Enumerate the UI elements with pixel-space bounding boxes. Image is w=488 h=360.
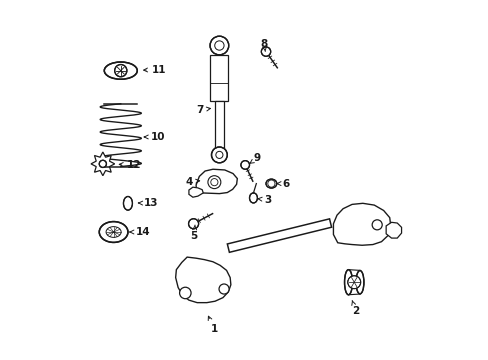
Circle shape xyxy=(261,47,270,56)
Circle shape xyxy=(115,64,126,77)
Polygon shape xyxy=(386,222,401,238)
Bar xyxy=(210,55,228,101)
Circle shape xyxy=(211,147,227,163)
Polygon shape xyxy=(91,152,115,176)
Text: 10: 10 xyxy=(144,132,164,142)
Text: 1: 1 xyxy=(208,316,217,334)
Circle shape xyxy=(207,176,221,189)
Bar xyxy=(214,101,224,152)
Ellipse shape xyxy=(344,270,352,295)
Ellipse shape xyxy=(249,193,257,203)
Text: 3: 3 xyxy=(258,195,271,205)
Text: 4: 4 xyxy=(185,177,199,187)
Text: 12: 12 xyxy=(119,160,141,170)
Circle shape xyxy=(99,160,106,167)
Circle shape xyxy=(210,36,228,55)
Text: 6: 6 xyxy=(276,179,289,189)
Circle shape xyxy=(241,161,249,169)
Polygon shape xyxy=(227,219,331,252)
Polygon shape xyxy=(333,203,390,245)
Ellipse shape xyxy=(99,222,128,242)
Ellipse shape xyxy=(123,197,132,210)
Circle shape xyxy=(371,220,382,230)
Ellipse shape xyxy=(355,271,363,294)
Text: 9: 9 xyxy=(249,153,260,163)
Ellipse shape xyxy=(265,179,276,188)
Text: 8: 8 xyxy=(260,39,267,51)
Polygon shape xyxy=(175,257,230,303)
Polygon shape xyxy=(188,187,203,197)
Ellipse shape xyxy=(104,62,137,79)
Circle shape xyxy=(179,287,191,299)
Circle shape xyxy=(347,276,360,289)
Polygon shape xyxy=(196,169,237,194)
Circle shape xyxy=(188,219,198,229)
Text: 7: 7 xyxy=(196,105,210,115)
Circle shape xyxy=(219,284,228,294)
Text: 14: 14 xyxy=(130,227,150,237)
Text: 5: 5 xyxy=(190,225,198,240)
Text: 11: 11 xyxy=(143,64,166,75)
Text: 13: 13 xyxy=(138,198,158,208)
Text: 2: 2 xyxy=(351,301,359,316)
